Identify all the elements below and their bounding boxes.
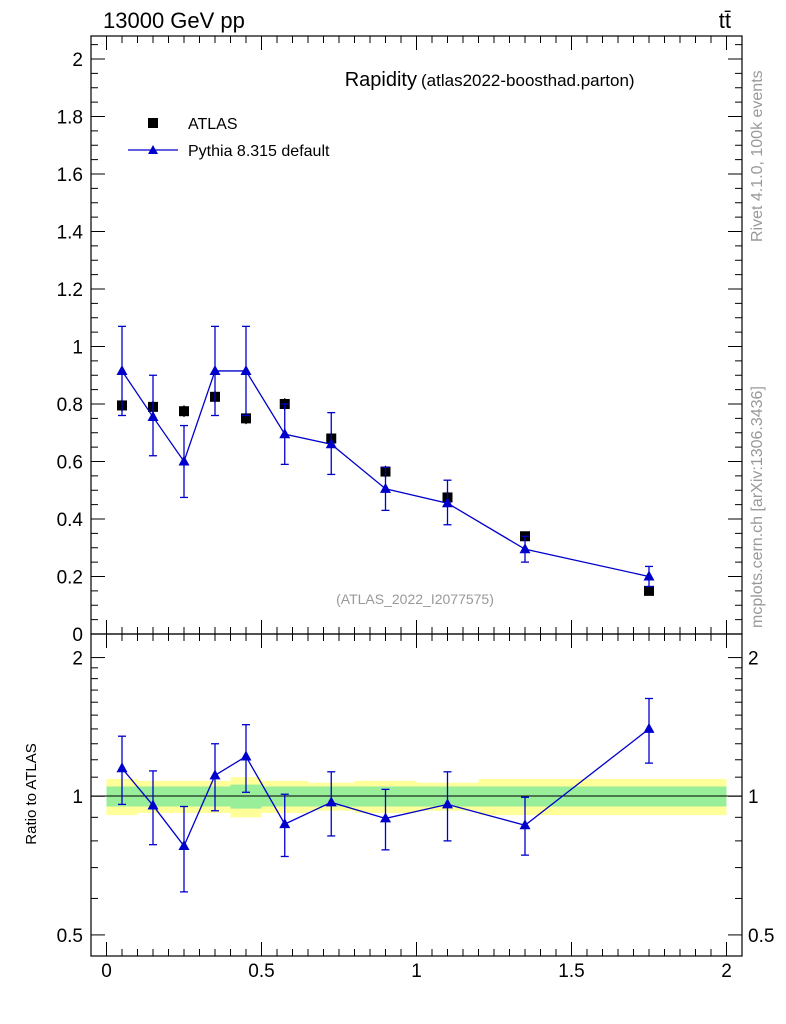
pythia-data-point <box>643 570 655 581</box>
plot-subtitle: (atlas2022-boosthad.parton) <box>421 71 635 90</box>
ratio-pythia-point <box>209 769 221 780</box>
atlas-data-point <box>179 406 189 417</box>
pythia-data-point <box>279 428 291 439</box>
main-y-tick-label: 0.4 <box>57 510 84 531</box>
pythia-data-point <box>519 543 531 554</box>
pythia-data-point <box>380 482 391 493</box>
main-panel: 0 0.2 0.4 0.6 0.8 1 1.2 1.4 1.6 1.8 2 Rapidity (at… <box>57 35 743 646</box>
pythia-data-point <box>209 364 221 375</box>
ratio-panel: 0.5 0.5 1 1 2 2 0 0.5 1 1.5 2 Ratio to ATLAS <box>23 633 775 982</box>
main-y-tick-label: 1.6 <box>57 165 83 186</box>
ratio-x-tick-label: 0.5 <box>248 961 274 982</box>
ratio-pythia-point <box>116 762 128 773</box>
ratio-y-ticks: 0.5 0.5 1 1 2 2 <box>57 649 775 947</box>
ratio-pythia-series <box>116 697 655 893</box>
ratio-pythia-point <box>519 819 531 830</box>
ratio-y-axis-label: Ratio to ATLAS <box>23 743 40 844</box>
atlas-data-point <box>241 413 251 424</box>
ratio-y-tick-label-right: 0.5 <box>748 926 774 947</box>
main-y-tick-label: 1.2 <box>57 280 83 301</box>
energy-label: 13000 GeV pp <box>103 8 245 33</box>
ratio-pythia-point <box>178 839 190 850</box>
rivet-version-label: Rivet 4.1.0, 100k events <box>749 70 766 242</box>
plot-title: Rapidity <box>345 69 417 91</box>
pythia-data-point <box>178 455 190 466</box>
ratio-pythia-point <box>147 799 159 810</box>
ratio-pythia-point <box>240 750 252 761</box>
main-x-ticks <box>106 36 727 634</box>
ratio-pythia-point <box>380 812 391 823</box>
legend-atlas-marker <box>148 118 158 128</box>
ratio-x-tick-label: 0 <box>101 961 112 982</box>
ratio-y-tick-label-right: 2 <box>748 649 759 670</box>
analysis-watermark: (ATLAS_2022_I2077575) <box>336 591 494 607</box>
pythia-data-point <box>240 364 252 375</box>
main-y-tick-label: 0.6 <box>57 453 83 474</box>
ratio-frame <box>90 633 743 957</box>
ratio-x-tick-label: 1 <box>411 961 422 982</box>
legend-pythia-label: Pythia 8.315 default <box>188 143 330 160</box>
pythia-mc-series <box>116 325 655 588</box>
ratio-pythia-point <box>279 818 291 829</box>
mcplots-label: mcplots.cern.ch [arXiv:1306.3436] <box>749 386 766 628</box>
main-y-tick-label: 2 <box>72 50 83 71</box>
ratio-y-tick-label-right: 1 <box>748 787 759 808</box>
main-y-tick-label: 1 <box>72 338 83 359</box>
ratio-x-tick-label: 1.5 <box>558 961 584 982</box>
main-y-tick-label: 1.8 <box>57 108 83 129</box>
ratio-pythia-point <box>325 796 337 807</box>
ratio-x-tick-label: 2 <box>721 961 732 982</box>
pythia-data-point <box>116 364 128 375</box>
ratio-x-ticks: 0 0.5 1 1.5 2 <box>101 634 732 982</box>
main-y-tick-label: 0.8 <box>57 395 83 416</box>
main-y-tick-label: 0.2 <box>57 568 83 589</box>
legend: ATLAS Pythia 8.315 default <box>128 116 330 160</box>
process-label: tt̄ <box>719 8 731 33</box>
legend-pythia-marker <box>148 145 158 154</box>
pythia-data-point <box>442 497 453 508</box>
ratio-pythia-point <box>643 722 655 733</box>
pythia-data-point <box>325 438 337 449</box>
ratio-y-tick-label: 2 <box>72 649 83 670</box>
main-y-ticks: 0 0.2 0.4 0.6 0.8 1 1.2 1.4 1.6 1.8 2 <box>57 44 742 646</box>
pythia-data-point <box>147 410 159 421</box>
main-y-tick-label: 0 <box>72 625 83 646</box>
ratio-y-tick-label: 0.5 <box>57 926 83 947</box>
main-y-tick-label: 1.4 <box>57 223 84 244</box>
ratio-y-tick-label: 1 <box>72 787 83 808</box>
atlas-data-point <box>644 585 654 596</box>
legend-atlas-label: ATLAS <box>188 116 238 133</box>
ratio-pythia-point <box>442 798 453 809</box>
